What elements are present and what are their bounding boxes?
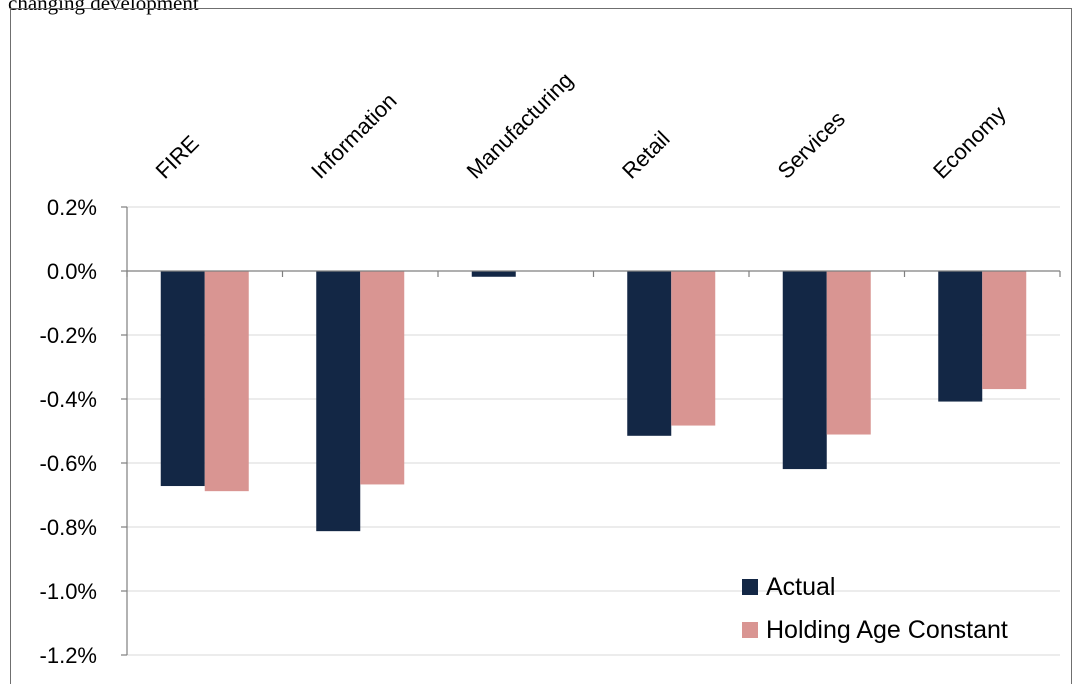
x-category-labels: FIRE Information Manufacturing Retail Servic… [151, 67, 1011, 183]
x-category-label: Information [306, 88, 402, 184]
bar-actual-fire [160, 271, 205, 487]
bar-holding-age-constant-services [826, 271, 871, 435]
legend-label: Holding Age Constant [766, 616, 1008, 644]
y-tick-label: -1.2% [40, 643, 97, 668]
bar-actual-manufacturing [471, 271, 516, 277]
gridlines [127, 206, 1060, 656]
y-tick-label: 0.0% [47, 259, 97, 284]
x-category-label: FIRE [151, 130, 204, 183]
y-tick-labels: 0.2% 0.0% -0.2% -0.4% -0.6% -0.8% -1.0% -1.2% [40, 195, 97, 668]
x-category-label: Manufacturing [462, 67, 578, 183]
x-category-label: Services [773, 106, 850, 183]
y-tick-label: -0.6% [40, 451, 97, 476]
y-tick-label: -0.8% [40, 515, 97, 540]
bar-holding-age-constant-economy [982, 271, 1027, 390]
legend-label: Actual [766, 573, 835, 601]
chart-caption-fragment: changing development [8, 0, 199, 15]
y-tick-label: -1.0% [40, 579, 97, 604]
bar-holding-age-constant-information [360, 271, 405, 485]
bar-actual-services [782, 271, 827, 470]
y-tick-label: -0.2% [40, 323, 97, 348]
y-tick-label: 0.2% [47, 195, 97, 220]
chart-frame [10, 8, 1072, 684]
bars [160, 271, 1027, 532]
bar-holding-age-constant-fire [204, 271, 249, 492]
axes [121, 206, 1061, 656]
legend-swatch-actual [742, 579, 758, 595]
y-tick-label: -0.4% [40, 387, 97, 412]
legend: Actual Holding Age Constant [742, 573, 1008, 644]
bar-actual-economy [938, 271, 983, 402]
bar-holding-age-constant-retail [671, 271, 716, 426]
x-category-label: Retail [617, 126, 674, 183]
legend-swatch-holding-age-constant [742, 622, 758, 638]
x-category-label: Economy [928, 101, 1011, 184]
bar-actual-retail [627, 271, 672, 436]
bar-actual-information [316, 271, 361, 532]
